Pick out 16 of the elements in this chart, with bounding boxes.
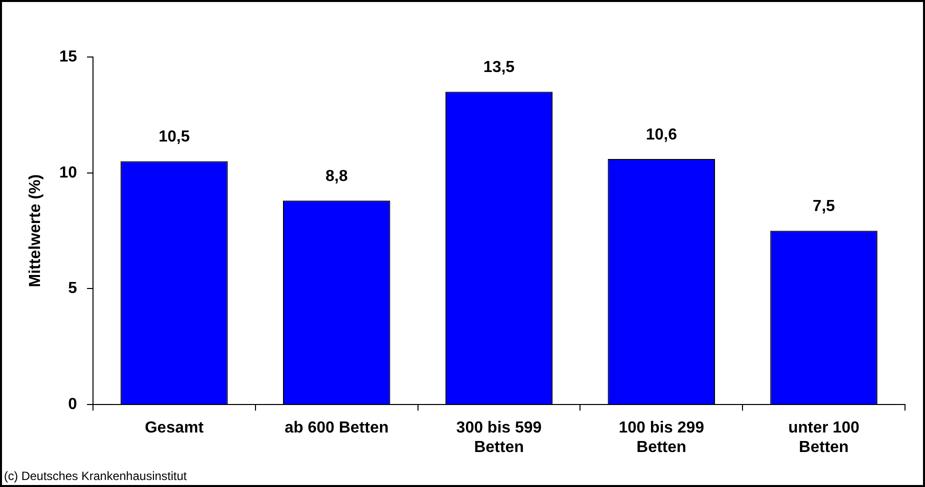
y-tick-label: 10 — [59, 164, 78, 182]
y-tick-label: 15 — [59, 48, 78, 66]
data-label: 13,5 — [483, 59, 515, 76]
y-axis-title: Mittelwerte (%) — [27, 174, 44, 288]
data-label: 10,6 — [646, 126, 678, 144]
x-tick-label: 300 bis 599 Betten — [456, 420, 542, 456]
text: (c) Deutsches Krankenhausinstitut — [4, 469, 187, 483]
data-label: 7,5 — [812, 198, 836, 216]
y-tick-label: 0 — [68, 396, 78, 414]
x-tick-label: 100 bis 299 Betten — [618, 420, 704, 456]
x-tick-label: ab 600 Betten — [284, 420, 389, 437]
data-label: 10,5 — [158, 128, 190, 146]
y-tick-label: 5 — [68, 280, 78, 298]
x-tick-label: unter 100 Betten — [788, 420, 860, 456]
x-tick-label: Gesamt — [144, 420, 204, 437]
data-label: 8,8 — [325, 168, 348, 186]
